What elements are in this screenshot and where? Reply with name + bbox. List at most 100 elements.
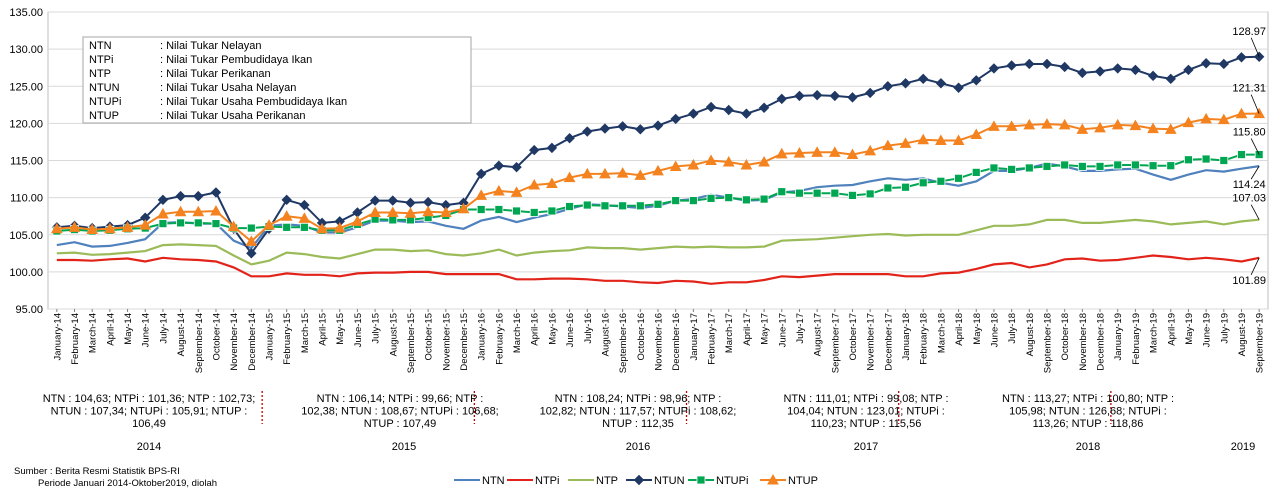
ntup-marker: [899, 137, 912, 148]
ntun-marker: [475, 168, 487, 180]
definition-text: : Nilai Tukar Nelayan: [160, 40, 262, 52]
legend-ntun-marker: [633, 474, 645, 486]
ntun-marker: [670, 113, 681, 125]
definition-text: : Nilai Tukar Usaha Nelayan: [160, 82, 296, 94]
y-axis: 95.00 100.00 105.00 110.00 115.00 120.00 125.0…: [9, 7, 43, 316]
x-tick-label: February-19: [1131, 313, 1142, 365]
ntup-marker: [988, 120, 1000, 131]
ntun-marker: [511, 161, 522, 173]
ntupi-marker: [529, 208, 539, 217]
legend-label: NTPi: [535, 475, 559, 487]
x-tick-label: September-17: [830, 313, 841, 373]
legend-ntupi-marker: [696, 475, 706, 485]
ntun-marker: [953, 82, 964, 93]
year-summary-line: NTN : 106,14; NTPi : 99,66; NTP :: [317, 393, 484, 405]
x-tick-label: July-16: [583, 313, 594, 344]
ntupi-marker: [971, 167, 981, 177]
data-labels-group: 128.97 121.31 115.80 114.24 107.03 101.89: [1232, 26, 1266, 287]
x-tick-label: December-14: [247, 313, 258, 371]
ntup-marker: [1164, 123, 1177, 134]
x-tick-label: August-16: [600, 313, 611, 356]
ntup-marker: [86, 223, 99, 235]
ntup-marker: [333, 222, 346, 233]
ntup-marker: [68, 221, 81, 232]
x-tick-label: July-18: [1007, 313, 1018, 344]
ntun-marker: [1183, 64, 1194, 76]
x-tick-label: October-17: [848, 313, 859, 361]
data-label: 101.89: [1232, 275, 1266, 287]
year-label: 2018: [1076, 441, 1100, 453]
ntun-marker: [387, 195, 398, 206]
data-label-leader: [1250, 94, 1260, 114]
ntupi-marker: [211, 219, 221, 229]
data-label: 114.24: [1233, 179, 1266, 191]
ntun-marker: [1165, 73, 1176, 85]
ntun-marker: [1024, 58, 1035, 70]
x-tick-label: April-17: [742, 313, 753, 346]
ntupi-marker: [795, 188, 804, 198]
x-tick-label: March-16: [512, 313, 523, 353]
ntup-marker: [227, 220, 240, 232]
ntupi-marker: [1042, 162, 1052, 171]
ntup-marker: [475, 189, 488, 200]
legend-label: NTN: [482, 475, 505, 487]
ntun-marker: [193, 190, 204, 202]
year-summary-line: 104,04; NTUN : 123,01; NTUPi :: [787, 406, 945, 418]
x-tick-label: July-19: [1219, 313, 1230, 344]
x-tick-label: October-18: [1060, 313, 1071, 361]
ntup-marker: [828, 146, 841, 157]
x-axis: January-14 February-14 March-14 April-14 May…: [52, 309, 1266, 373]
ntup-marker: [245, 235, 258, 246]
ntun-marker: [157, 194, 169, 206]
ntup-marker: [351, 215, 364, 226]
ntup-marker: [1076, 123, 1089, 134]
ntup-marker: [121, 221, 134, 232]
ntun-marker: [369, 195, 381, 206]
ntun-marker: [246, 248, 257, 259]
x-tick-label: February-16: [494, 313, 505, 365]
ntun-marker: [617, 121, 628, 132]
ntupi-marker: [565, 202, 574, 211]
x-tick-label: June-17: [777, 313, 788, 347]
x-tick-label: April-16: [530, 313, 541, 346]
definition-text: : Nilai Tukar Usaha Perikanan: [160, 110, 306, 122]
legend-label: NTUPi: [716, 475, 748, 487]
x-tick-label: February-17: [707, 313, 718, 365]
ntup-marker: [457, 202, 470, 214]
ntun-marker: [1094, 66, 1106, 77]
ntun-marker: [1059, 61, 1070, 73]
data-label: 115.80: [1233, 127, 1266, 139]
x-tick-label: July-14: [158, 313, 169, 344]
x-tick-label: October-14: [211, 313, 222, 361]
ntun-marker: [1006, 60, 1017, 71]
ntupi-marker: [671, 196, 681, 205]
data-label-leader: [1250, 138, 1260, 155]
ntun-marker: [882, 81, 894, 92]
data-label-leader: [1250, 257, 1260, 276]
x-tick-label: March-18: [936, 313, 947, 353]
ntupi-marker: [724, 193, 734, 203]
definition-abbr: NTN: [89, 40, 112, 52]
legend: NTN NTPi NTP NTUN NTUPi NTUP: [454, 473, 818, 487]
x-tick-label: April-18: [954, 313, 965, 346]
ntup-marker: [1200, 112, 1212, 124]
ntupi-marker: [299, 222, 309, 232]
source-line: Sumber : Berita Resmi Statistik BPS-RI: [14, 466, 180, 477]
x-tick-label: December-18: [1096, 313, 1107, 371]
x-tick-label: January-15: [265, 313, 276, 361]
ntupi-marker: [547, 206, 557, 216]
x-tick-label: November-17: [866, 313, 877, 371]
series-ntup: [50, 107, 1266, 246]
ntupi-marker: [1166, 161, 1176, 171]
year-label: 2019: [1231, 441, 1255, 453]
ntupi-marker: [1201, 154, 1211, 164]
ntup-marker: [616, 167, 629, 178]
ntun-marker: [829, 90, 841, 102]
x-tick-label: August-18: [1025, 313, 1036, 356]
ntupi-marker: [989, 163, 999, 173]
ntupi-marker: [901, 182, 910, 192]
ntup-marker: [634, 169, 647, 180]
x-tick-label: August-15: [388, 313, 399, 356]
ntup-marker: [917, 133, 930, 145]
ntup-marker: [563, 171, 576, 183]
